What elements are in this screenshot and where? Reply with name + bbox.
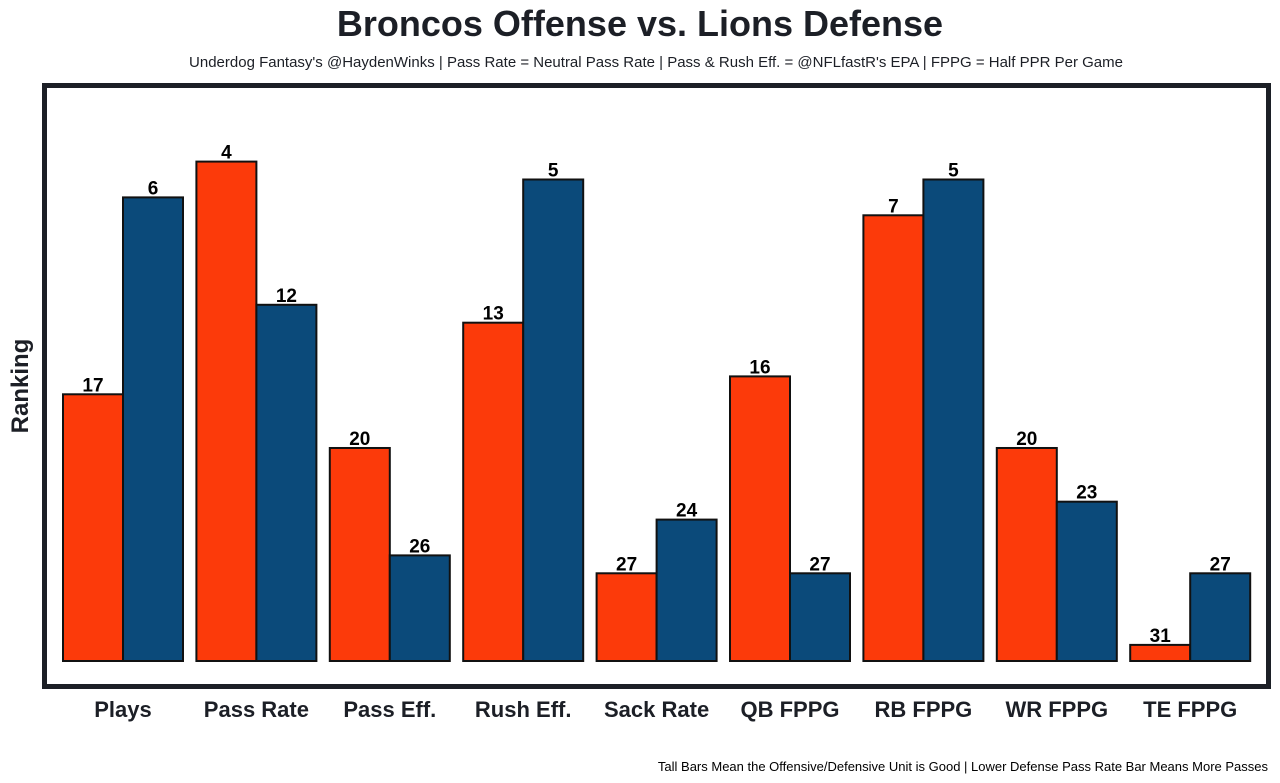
- bar-wr-fppg-s2: [1055, 500, 1118, 662]
- bar-qb-fppg-s2: [789, 572, 851, 662]
- bar-pass-rate-s1: [195, 160, 258, 662]
- data-label: 13: [483, 304, 504, 325]
- category-label: Pass Eff.: [343, 697, 436, 722]
- category-label: TE FPPG: [1143, 697, 1237, 722]
- chart-footer: Tall Bars Mean the Offensive/Defensive U…: [658, 759, 1269, 774]
- category-label: RB FPPG: [875, 697, 973, 722]
- chart-title: Broncos Offense vs. Lions Defense: [337, 3, 943, 44]
- bar-pass-rate-s2: [255, 303, 318, 662]
- category-label: Pass Rate: [204, 697, 309, 722]
- bar-pass-eff--s2: [388, 554, 451, 663]
- bar-plays-s1: [62, 393, 124, 662]
- bar-wr-fppg-s1: [995, 446, 1058, 662]
- category-label: Plays: [94, 697, 152, 722]
- bar-sack-rate-s1: [595, 572, 658, 662]
- data-label: 7: [888, 196, 899, 217]
- data-label: 23: [1076, 483, 1097, 504]
- data-label: 6: [148, 178, 159, 199]
- data-label: 4: [221, 143, 232, 164]
- category-label: Sack Rate: [604, 697, 709, 722]
- bar-rb-fppg-s2: [922, 178, 985, 663]
- category-label: QB FPPG: [740, 697, 839, 722]
- bar-rb-fppg-s1: [862, 214, 925, 662]
- data-label: 31: [1150, 626, 1172, 647]
- chart-subtitle: Underdog Fantasy's @HaydenWinks | Pass R…: [189, 54, 1123, 71]
- data-label: 5: [948, 160, 959, 181]
- category-label: WR FPPG: [1005, 697, 1108, 722]
- data-label: 20: [1016, 429, 1037, 450]
- data-label: 20: [349, 429, 370, 450]
- category-label: Rush Eff.: [475, 697, 572, 722]
- data-label: 26: [409, 536, 430, 557]
- bar-rush-eff--s1: [462, 321, 525, 662]
- bar-pass-eff--s1: [328, 446, 391, 662]
- category-labels: Plays Pass Rate Pass Eff. Rush Eff. Sack Rat…: [94, 697, 1237, 722]
- bar-plays-s2: [122, 196, 184, 662]
- bar-qb-fppg-s1: [729, 375, 791, 662]
- data-label: 27: [616, 554, 637, 575]
- plot-frame: [42, 83, 1271, 689]
- data-label: 16: [749, 357, 770, 378]
- y-axis-label: Ranking: [7, 339, 34, 434]
- data-label: 5: [548, 160, 559, 181]
- bar-sack-rate-s2: [655, 518, 718, 663]
- bar-rush-eff--s2: [522, 178, 585, 663]
- bar-te-fppg-s1: [1129, 643, 1192, 663]
- data-label: 27: [809, 554, 830, 575]
- data-label: 12: [276, 286, 297, 307]
- data-label: 27: [1210, 554, 1231, 575]
- bars-group: 17 6 4 12 20 26 13 5 27 24 16 27 7 5 20 23 31 27: [62, 143, 1252, 663]
- bar-te-fppg-s2: [1189, 572, 1252, 662]
- data-label: 17: [82, 375, 103, 396]
- data-label: 24: [676, 501, 698, 522]
